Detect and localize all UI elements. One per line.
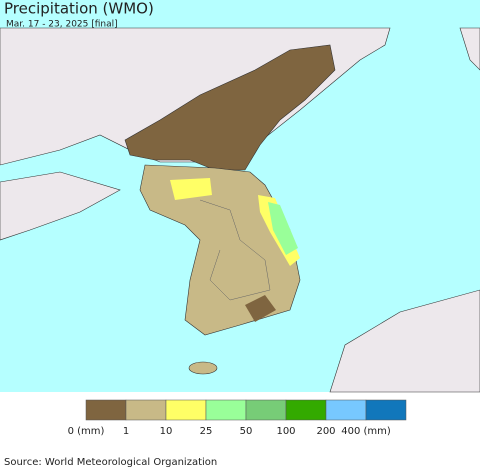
precip-10 (170, 178, 212, 200)
precip-25 (268, 202, 298, 255)
jeju (188, 361, 218, 375)
legend-label: 400 (mm) (341, 426, 391, 437)
map (0, 0, 480, 393)
legend-swatch (325, 399, 367, 421)
land (0, 171, 121, 241)
legend-swatch (205, 399, 247, 421)
land (329, 289, 480, 393)
legend-label: 10 (160, 426, 173, 437)
subtitle: Mar. 17 - 23, 2025 [final] (6, 20, 118, 30)
legend-swatch (165, 399, 207, 421)
source: Source: World Meteorological Organizatio… (4, 457, 217, 468)
legend-label: 25 (200, 426, 213, 437)
north-korea (124, 44, 336, 171)
legend-label: 100 (276, 426, 295, 437)
legend-label: 200 (316, 426, 335, 437)
border (199, 199, 271, 301)
legend-label: 0 (mm) (68, 426, 105, 437)
legend: 0 (mm) 1 10 25 50 100 200 400 (mm) (68, 399, 407, 437)
legend-label: 1 (123, 426, 129, 437)
precip-0 (245, 295, 276, 322)
legend-swatch (285, 399, 327, 421)
legend-swatch (245, 399, 287, 421)
land (459, 27, 480, 71)
legend-label: 50 (240, 426, 253, 437)
legend-swatch (85, 399, 127, 421)
legend-swatch (365, 399, 407, 421)
legend-swatch (125, 399, 167, 421)
title: Precipitation (WMO) (4, 0, 154, 18)
